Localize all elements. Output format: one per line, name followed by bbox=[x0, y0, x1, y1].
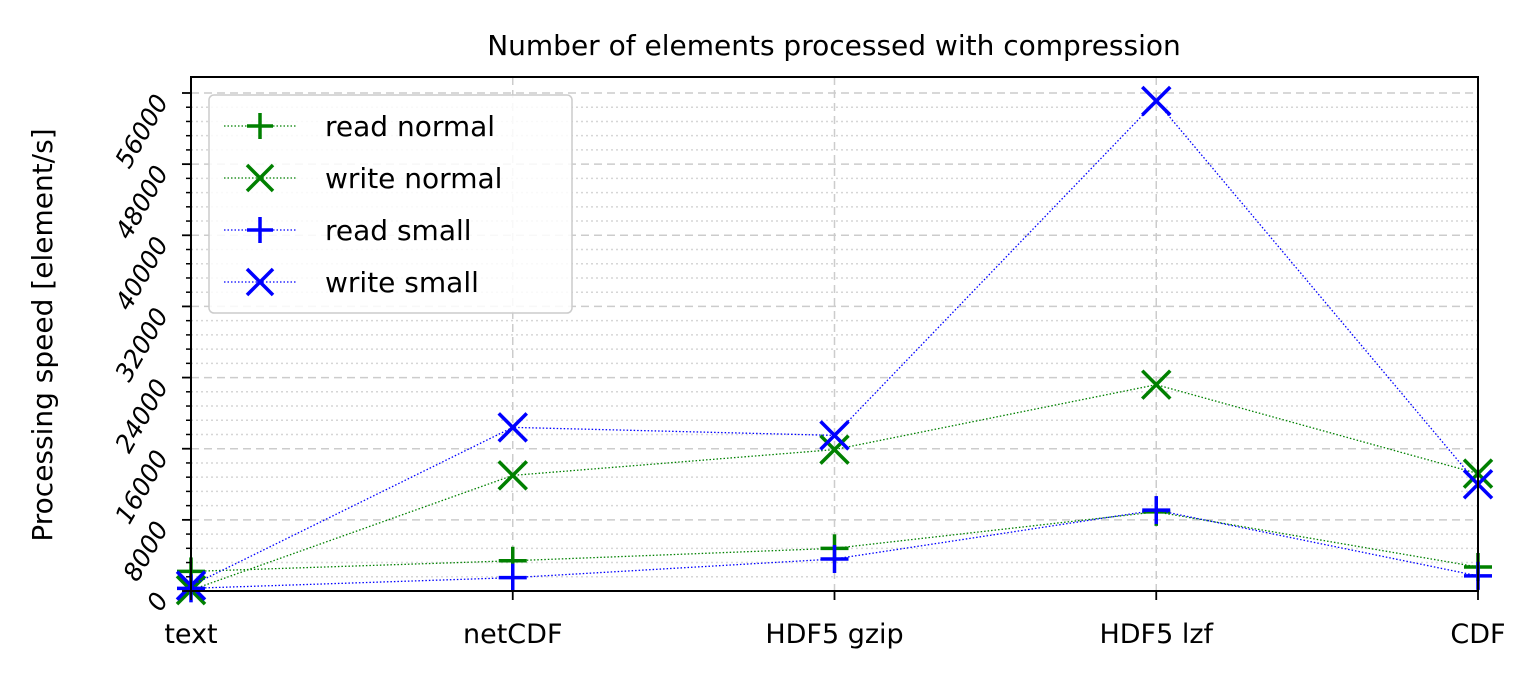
marker-stroke bbox=[819, 420, 850, 451]
legend-marker bbox=[247, 217, 273, 243]
legend-label: write small bbox=[325, 266, 479, 299]
data-point-write-small bbox=[1141, 85, 1172, 117]
marker-stroke bbox=[245, 267, 275, 297]
y-axis-label: Processing speed [element/s] bbox=[26, 128, 59, 541]
legend: read normal write normal read small write s… bbox=[208, 94, 573, 314]
legend-entry-write-small: write small bbox=[224, 266, 479, 299]
series-line-read-normal bbox=[190, 511, 1479, 573]
marker-stroke bbox=[1141, 85, 1172, 117]
data-point-write-small bbox=[819, 420, 850, 451]
legend-entry-write-normal: write normal bbox=[224, 162, 502, 195]
chart-title: Number of elements processed with compre… bbox=[487, 29, 1181, 62]
series-line-write-normal bbox=[190, 384, 1479, 591]
data-point-write-normal bbox=[1141, 369, 1172, 400]
data-point-write-normal bbox=[819, 434, 850, 465]
legend-label: write normal bbox=[325, 162, 502, 195]
marker-stroke bbox=[245, 163, 275, 193]
data-point-read-small bbox=[1142, 496, 1171, 525]
legend-marker bbox=[245, 163, 275, 193]
marker-stroke bbox=[497, 460, 528, 491]
marker-stroke bbox=[1141, 369, 1172, 400]
data-point-read-small bbox=[498, 563, 527, 592]
data-point-read-small bbox=[820, 544, 849, 573]
x-tick-label: CDF bbox=[1450, 619, 1505, 650]
x-tick-label: netCDF bbox=[463, 619, 562, 650]
legend-label: read normal bbox=[325, 110, 495, 143]
x-tick-label: HDF5 gzip bbox=[765, 619, 903, 650]
marker-stroke bbox=[819, 434, 850, 465]
marker-stroke bbox=[497, 412, 528, 443]
legend-box bbox=[208, 94, 573, 314]
x-tick-label: HDF5 lzf bbox=[1099, 619, 1214, 650]
legend-entry-read-normal: read normal bbox=[224, 110, 495, 143]
legend-label: read small bbox=[325, 214, 472, 247]
data-point-write-small bbox=[497, 412, 528, 443]
data-point-write-normal bbox=[497, 460, 528, 491]
x-tick-label: text bbox=[164, 619, 217, 650]
legend-entry-read-small: read small bbox=[224, 214, 472, 247]
legend-marker bbox=[245, 267, 275, 297]
legend-marker bbox=[247, 113, 273, 139]
